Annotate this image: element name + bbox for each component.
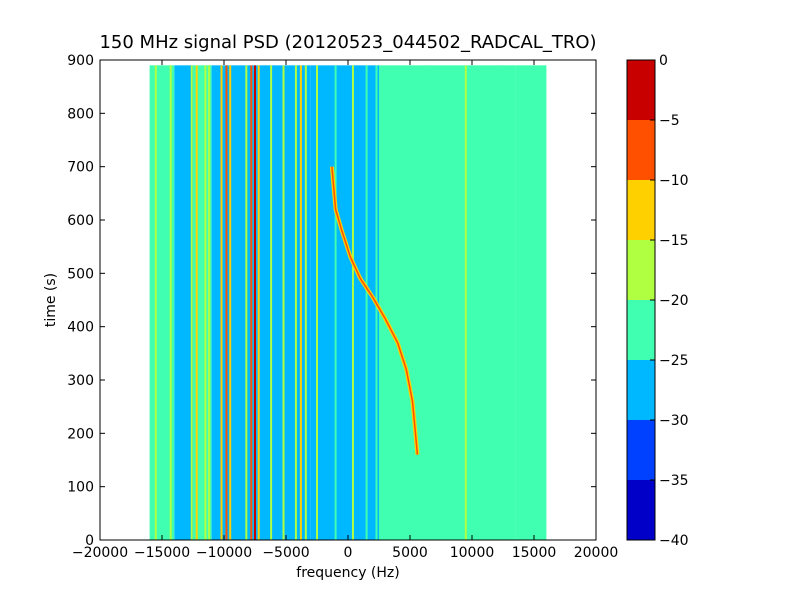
heatmap-layer: [149, 65, 547, 540]
y-axis: 0 100 200 300 400 500 600 700 800 900: [67, 53, 596, 549]
colorbar-segment: [627, 420, 655, 480]
colorbar-segment: [627, 300, 655, 360]
x-tick-label: 0: [344, 545, 353, 561]
x-tick-label: 10000: [450, 545, 495, 561]
colorbar-tick-label: −40: [659, 533, 689, 549]
x-tick-label: −10000: [196, 545, 252, 561]
chirp-track: [331, 166, 419, 455]
x-tick-label: 5000: [392, 545, 428, 561]
heatmap-band: [174, 65, 193, 540]
x-tick-label: 20000: [574, 545, 619, 561]
y-tick-label: 900: [67, 53, 94, 69]
colorbar: −40 −35 −30 −25 −20 −15 −10 −5 0: [626, 53, 689, 549]
heatmap-band: [515, 65, 547, 540]
y-tick-label: 500: [67, 266, 94, 282]
y-tick-label: 0: [85, 533, 94, 549]
colorbar-tick-label: −15: [659, 233, 689, 249]
colorbar-tick-label: −30: [659, 413, 689, 429]
colorbar-tick-label: −35: [659, 473, 689, 489]
x-axis: −20000 −15000 −10000 −5000 0 5000 10000 15000 20…: [72, 60, 618, 561]
y-tick-label: 100: [67, 480, 94, 496]
y-tick-label: 600: [67, 213, 94, 229]
y-tick-label: 200: [67, 426, 94, 442]
colorbar-segment: [627, 360, 655, 420]
colorbar-segment: [627, 60, 655, 120]
colorbar-tick-label: −5: [659, 113, 680, 129]
colorbar-tick-label: −10: [659, 173, 689, 189]
x-axis-label: frequency (Hz): [296, 565, 399, 581]
x-tick-label: −5000: [262, 545, 309, 561]
colorbar-tick-label: −25: [659, 353, 689, 369]
chart-title: 150 MHz signal PSD (20120523_044502_RADC…: [99, 32, 596, 53]
y-tick-label: 800: [67, 106, 94, 122]
heatmap-band: [211, 65, 311, 540]
colorbar-segment: [627, 480, 655, 540]
y-tick-label: 400: [67, 320, 94, 336]
x-tick-label: −20000: [72, 545, 128, 561]
colorbar-tick-label: 0: [659, 53, 668, 69]
y-tick-label: 700: [67, 160, 94, 176]
x-tick-label: 15000: [512, 545, 557, 561]
x-tick-label: −15000: [134, 545, 190, 561]
y-axis-label: time (s): [43, 273, 59, 327]
colorbar-segment: [627, 180, 655, 240]
colorbar-segment: [627, 120, 655, 180]
y-tick-label: 300: [67, 373, 94, 389]
heatmap-band: [379, 65, 516, 540]
colorbar-tick-label: −20: [659, 293, 689, 309]
colorbar-segment: [627, 240, 655, 300]
heatmap-band: [310, 65, 379, 540]
